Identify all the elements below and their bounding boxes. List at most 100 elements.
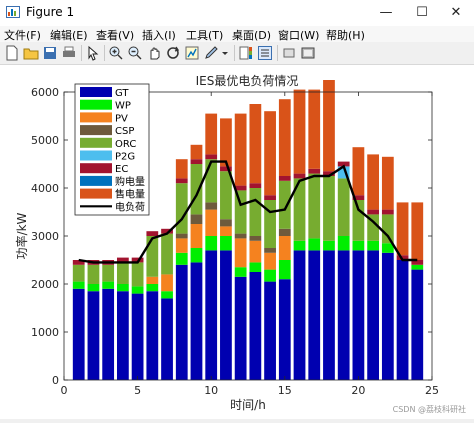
save-icon[interactable]	[42, 45, 58, 61]
legend-label-9: 电负荷	[115, 200, 145, 213]
bar-6-9	[205, 154, 218, 160]
bar-1-3	[116, 284, 129, 292]
legend-label-7: 购电量	[115, 175, 145, 188]
bar-0-12	[249, 272, 262, 380]
bar-1-11	[234, 267, 247, 277]
zoom-out-icon[interactable]	[127, 45, 143, 61]
maximize-button[interactable]: ☐	[416, 5, 428, 20]
bar-4-18	[337, 178, 350, 236]
bar-0-1	[87, 291, 100, 380]
legend-label-0: GT	[115, 88, 129, 99]
menu-insert[interactable]: 插入(I)	[142, 29, 176, 42]
zoom-in-icon[interactable]	[108, 45, 124, 61]
bar-4-10	[220, 171, 232, 220]
toolbar-separator	[277, 45, 278, 61]
bar-8-16	[308, 89, 321, 169]
menu-desktop[interactable]: 桌面(D)	[232, 29, 272, 42]
pointer-icon[interactable]	[85, 45, 101, 61]
insert-legend-icon[interactable]	[257, 45, 273, 61]
legend-label-4: ORC	[115, 139, 136, 150]
bar-1-10	[220, 236, 232, 251]
legend-swatch-4	[80, 137, 112, 148]
legend-label-2: PV	[115, 113, 128, 124]
y-tick-label-0: 0	[52, 374, 59, 387]
bar-4-4	[131, 262, 144, 287]
bars-layer	[72, 80, 424, 380]
brush-dropdown-chevron-icon[interactable]	[220, 45, 230, 61]
minimize-button[interactable]: —	[379, 5, 393, 20]
toolbar-separator	[81, 45, 82, 61]
bar-6-0	[72, 260, 85, 265]
bar-4-0	[72, 264, 85, 282]
bar-1-14	[278, 260, 291, 280]
bar-0-21	[381, 252, 394, 380]
close-button[interactable]: ✕	[450, 5, 462, 20]
menu-window[interactable]: 窗口(W)	[278, 29, 320, 42]
bar-4-2	[102, 264, 115, 282]
bar-8-9	[205, 113, 218, 155]
bar-3-9	[205, 202, 218, 210]
legend-label-6: EC	[115, 164, 128, 175]
menu-file[interactable]: 文件(F)	[4, 29, 41, 42]
bar-8-7	[175, 159, 188, 179]
bar-6-13	[264, 195, 276, 200]
axes-layer: 0 5 10 15 20 25 0 1000 2000 3000 4000 5000 6000	[31, 86, 439, 397]
bar-0-6	[161, 298, 173, 380]
bar-4-21	[381, 214, 394, 244]
bar-4-12	[249, 188, 262, 236]
x-tick-label-3: 15	[278, 384, 292, 397]
bar-0-4	[131, 293, 144, 380]
bar-8-10	[220, 118, 232, 167]
bar-8-11	[234, 113, 247, 186]
brush-icon[interactable]	[203, 45, 219, 61]
pan-icon[interactable]	[146, 45, 162, 61]
menu-edit[interactable]: 编辑(E)	[50, 29, 88, 42]
menu-help[interactable]: 帮助(H)	[326, 29, 365, 42]
data-cursor-icon[interactable]	[184, 45, 200, 61]
bar-4-20	[367, 214, 380, 241]
legend-swatch-7	[80, 175, 112, 186]
new-figure-icon[interactable]	[4, 45, 20, 61]
bar-3-8	[190, 214, 203, 224]
rotate-icon[interactable]	[165, 45, 181, 61]
bar-8-13	[264, 111, 276, 196]
bar-2-14	[278, 236, 291, 260]
bar-1-20	[367, 240, 380, 251]
bar-3-12	[249, 236, 262, 241]
load-line-series	[78, 160, 418, 264]
bar-6-22	[396, 255, 409, 260]
legend-label-1: WP	[115, 101, 131, 112]
bar-4-13	[264, 200, 276, 248]
bar-6-17	[323, 171, 335, 176]
y-tick-label-3: 3000	[31, 230, 59, 243]
hide-plot-tools-icon[interactable]	[281, 45, 297, 61]
toolbar-separator	[234, 45, 235, 61]
legend-swatch-1	[80, 99, 112, 110]
open-file-icon[interactable]	[23, 45, 39, 61]
insert-colorbar-icon[interactable]	[238, 45, 254, 61]
bar-4-7	[175, 183, 188, 234]
bar-1-21	[381, 243, 394, 253]
bar-8-17	[323, 80, 335, 172]
print-icon[interactable]	[61, 45, 77, 61]
bar-4-19	[352, 200, 365, 241]
bar-1-12	[249, 262, 262, 272]
y-axis-label: 功率/kW	[14, 212, 29, 259]
bar-5-18	[337, 166, 350, 179]
menu-tools[interactable]: 工具(T)	[186, 29, 224, 42]
bar-3-7	[175, 233, 188, 239]
bar-2-13	[264, 252, 276, 270]
bar-4-14	[278, 180, 291, 229]
y-tick-label-2: 2000	[31, 278, 59, 291]
bar-0-19	[352, 250, 365, 380]
legend-swatch-2	[80, 112, 112, 123]
bar-2-9	[205, 209, 218, 236]
chart-svg: IES最优电负荷情况 0 5 10 15 20 25 0 1000 2000 3000 4000 50…	[14, 74, 439, 412]
bar-0-17	[323, 250, 335, 380]
bar-6-7	[175, 178, 188, 184]
bar-3-10	[220, 219, 232, 227]
bar-0-0	[72, 288, 85, 380]
menu-view[interactable]: 查看(V)	[96, 29, 135, 42]
show-plot-tools-icon[interactable]	[300, 45, 316, 61]
